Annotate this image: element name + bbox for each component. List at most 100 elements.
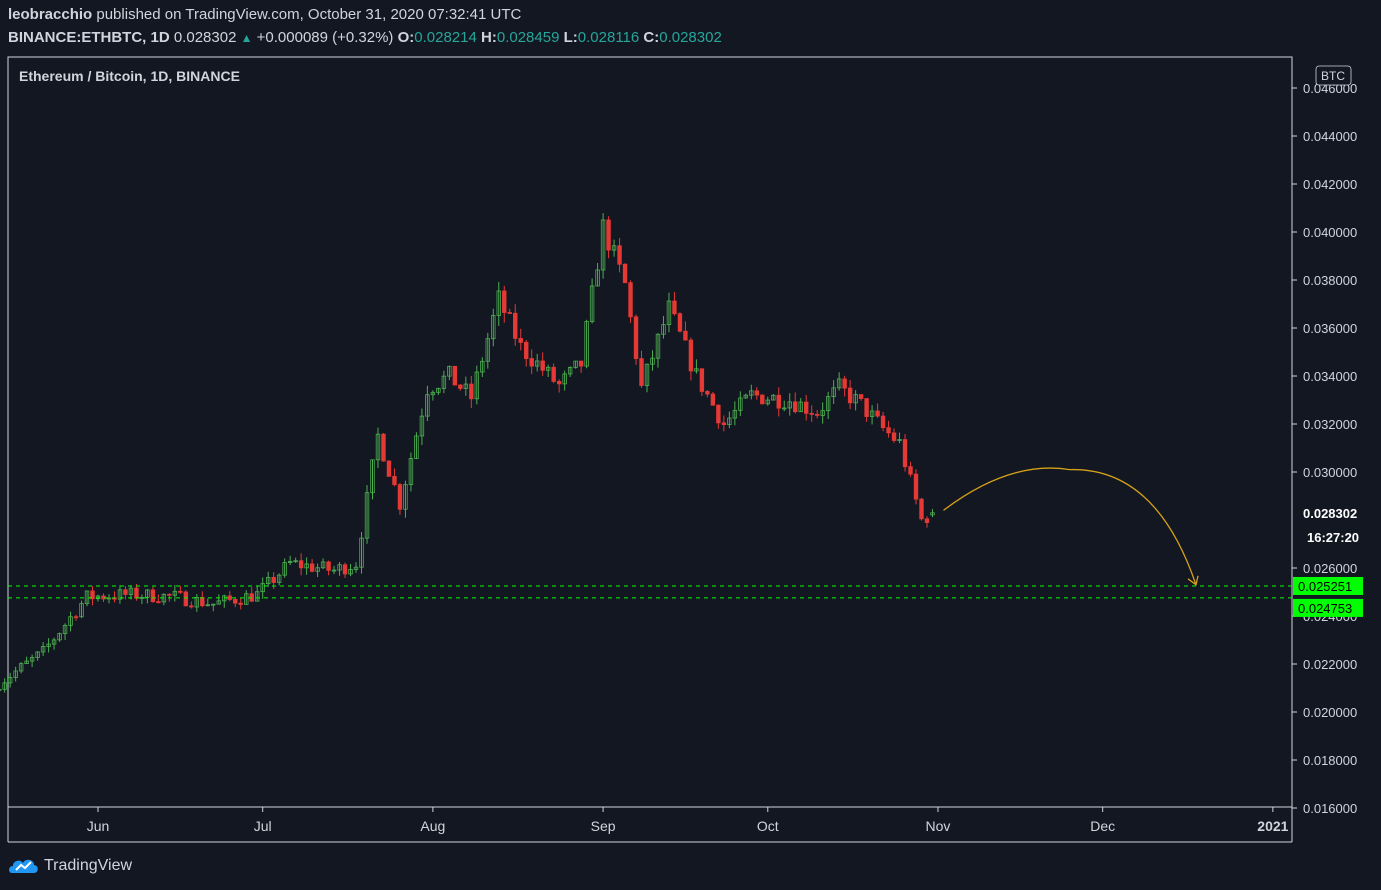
candle-body xyxy=(233,599,238,604)
candle-body xyxy=(732,409,738,419)
arrow-head-icon xyxy=(1187,575,1199,586)
high-value: 0.028459 xyxy=(496,29,560,46)
candle-body xyxy=(304,563,309,569)
y-tick-label: 0.016000 xyxy=(1303,801,1357,816)
candle-body xyxy=(260,583,265,593)
candle-body xyxy=(172,590,178,596)
candle-body xyxy=(342,564,348,575)
candle-body xyxy=(573,360,578,368)
candle-body xyxy=(117,589,123,600)
last-price-label: 0.028302 xyxy=(1303,506,1357,521)
candle-body xyxy=(891,432,897,441)
candle-body xyxy=(913,473,919,500)
candle-body xyxy=(617,245,622,265)
symbol-label[interactable]: BINANCE:ETHBTC, 1D xyxy=(8,29,170,46)
candle-body xyxy=(518,338,523,343)
support-price-label-bg xyxy=(1293,598,1363,617)
candle-body xyxy=(699,368,705,392)
candle-body xyxy=(128,587,134,595)
candle-body xyxy=(831,387,836,398)
x-tick-label: Dec xyxy=(1090,818,1115,834)
candle-body xyxy=(452,365,458,386)
y-tick-label: 0.044000 xyxy=(1303,129,1357,144)
candle-body xyxy=(326,561,331,571)
candle-body xyxy=(57,633,62,641)
y-tick-label: 0.036000 xyxy=(1303,321,1357,336)
author-name[interactable]: leobracchio xyxy=(8,6,93,23)
candle-body xyxy=(458,384,463,389)
candle-body xyxy=(672,300,677,315)
candle-body xyxy=(535,360,540,367)
candle-body xyxy=(244,593,249,605)
y-tick-label: 0.040000 xyxy=(1303,225,1357,240)
currency-badge: BTC xyxy=(1321,69,1345,83)
candle-body xyxy=(513,312,518,339)
candle-body xyxy=(694,368,699,372)
candle-body xyxy=(628,282,633,318)
candle-body xyxy=(814,413,820,416)
candle-body xyxy=(73,616,79,619)
candle-body xyxy=(315,567,320,572)
candle-body xyxy=(178,590,183,593)
candle-body xyxy=(606,219,611,251)
candle-body xyxy=(265,576,271,585)
candle-body xyxy=(62,624,68,634)
published-text: published on TradingView.com, October 31… xyxy=(96,6,522,23)
candle-body xyxy=(655,333,661,359)
y-tick-label: 0.032000 xyxy=(1303,417,1357,432)
candle-body xyxy=(205,604,210,607)
candle-body xyxy=(200,597,205,607)
candle-body xyxy=(403,484,408,510)
candle-body xyxy=(463,383,469,389)
candle-body xyxy=(507,312,512,314)
candle-body xyxy=(644,363,650,386)
candle-body xyxy=(337,564,342,571)
tradingview-logo[interactable]: TradingView xyxy=(8,855,132,877)
candle-body xyxy=(798,401,803,413)
candle-body xyxy=(381,433,386,462)
close-label: C: xyxy=(643,29,660,46)
candle-body xyxy=(194,597,200,608)
candle-body xyxy=(749,390,754,396)
candle-body xyxy=(375,433,381,461)
candle-body xyxy=(282,562,287,576)
candle-body xyxy=(924,518,930,523)
y-tick-label: 0.022000 xyxy=(1303,657,1357,672)
candle-body xyxy=(106,597,112,600)
candle-body xyxy=(809,412,814,415)
candle-body xyxy=(666,300,672,326)
support-levels: 0.025251 0.024753 xyxy=(8,576,1363,617)
candle-body xyxy=(677,313,683,332)
x-tick-label: Oct xyxy=(757,818,779,834)
candle-body xyxy=(683,330,688,341)
candle-body xyxy=(0,688,2,691)
candle-body xyxy=(825,396,831,412)
y-axis-ticks: 0.0460000.0440000.0420000.0400000.038000… xyxy=(1292,81,1357,816)
candle-body xyxy=(79,603,84,618)
projection-curve[interactable] xyxy=(943,467,1197,586)
candle-body xyxy=(331,569,337,572)
x-tick-label: Jul xyxy=(254,818,272,834)
candle-body xyxy=(776,394,781,409)
candle-body xyxy=(68,616,73,626)
candle-body xyxy=(875,410,880,417)
candle-body xyxy=(211,603,216,606)
candle-body xyxy=(320,561,326,569)
candle-body xyxy=(276,574,282,583)
currency-badge-box[interactable] xyxy=(1315,65,1352,86)
candle-body xyxy=(370,459,375,494)
candle-body xyxy=(392,475,397,486)
candle-body xyxy=(2,682,7,690)
candle-body xyxy=(869,410,875,417)
candle-body xyxy=(24,660,29,665)
candle-body xyxy=(298,560,304,569)
candle-body xyxy=(51,639,57,645)
candle-body xyxy=(150,589,156,603)
candle-body xyxy=(95,595,101,600)
open-value: 0.028214 xyxy=(414,29,477,46)
candle-body xyxy=(836,378,842,389)
y-tick-label: 0.018000 xyxy=(1303,753,1357,768)
candle-body xyxy=(562,373,567,385)
candle-body xyxy=(738,397,743,411)
